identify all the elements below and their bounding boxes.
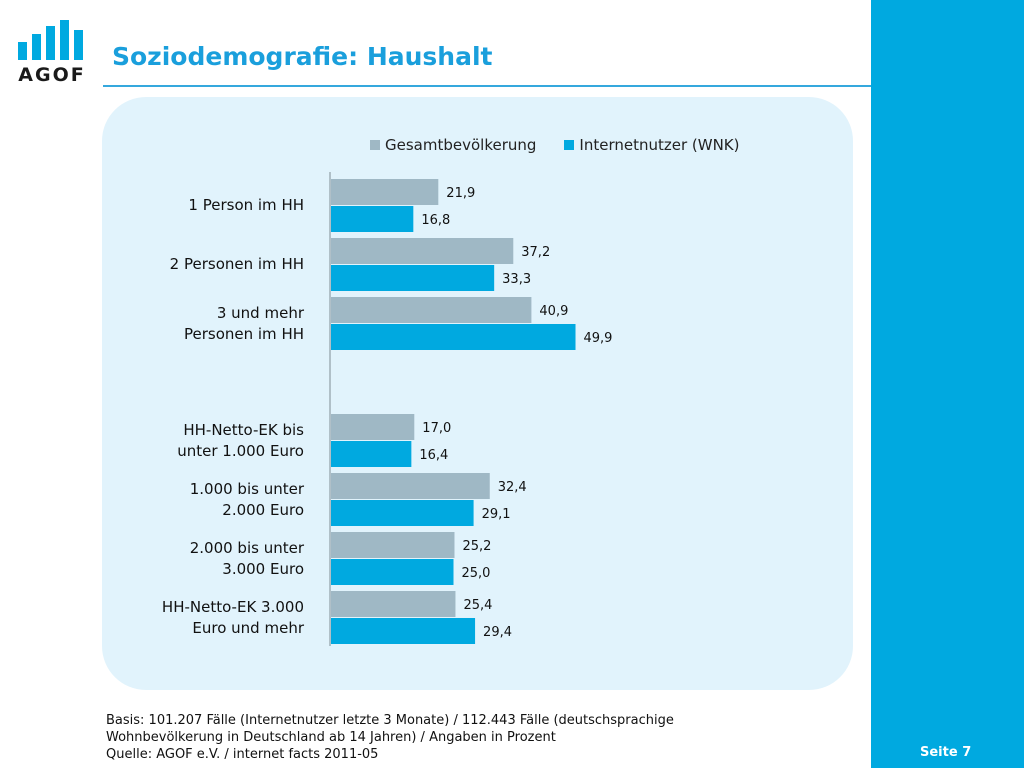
bar-internet-1 <box>331 265 495 291</box>
bar-internet-2 <box>331 324 576 350</box>
bar-gesamt-3 <box>331 414 415 440</box>
bar-internet-6 <box>331 618 476 644</box>
data-label-internet-0: 16,8 <box>421 213 450 228</box>
data-label-gesamt-2: 40,9 <box>539 304 568 319</box>
bar-gesamt-0 <box>331 179 439 205</box>
page-title: Soziodemografie: Haushalt <box>112 42 493 71</box>
bar-gesamt-4 <box>331 473 490 499</box>
bar-chart-logo-icon <box>18 20 83 60</box>
bar-internet-0 <box>331 206 414 232</box>
bar-internet-5 <box>331 559 454 585</box>
footer-line-1: Basis: 101.207 Fälle (Internetnutzer let… <box>106 713 674 728</box>
category-label-line: 2 Personen im HH <box>169 255 304 273</box>
category-label-line: 1.000 bis unter <box>189 479 304 498</box>
category-label-line: HH-Netto-EK bis <box>183 420 304 439</box>
category-label-6: HH-Netto-EK 3.000 Euro und mehr <box>162 597 304 639</box>
data-label-gesamt-6: 25,4 <box>463 598 492 613</box>
right-accent-band <box>871 0 1024 768</box>
data-label-internet-4: 29,1 <box>482 507 511 522</box>
agof-logo: AGOF <box>14 18 90 88</box>
bar-gesamt-2 <box>331 297 532 323</box>
data-label-internet-2: 49,9 <box>584 331 613 346</box>
title-divider <box>103 85 871 87</box>
legend-item-internet: Internetnutzer (WNK) <box>564 136 740 154</box>
legend-label-gesamt: Gesamtbevölkerung <box>385 136 537 154</box>
category-label-line: HH-Netto-EK 3.000 <box>161 597 304 616</box>
logo-text: AGOF <box>18 64 86 86</box>
category-label-1: 2 Personen im HH <box>170 254 304 275</box>
data-label-internet-3: 16,4 <box>419 448 448 463</box>
category-label-line: 2.000 Euro <box>222 500 304 519</box>
footer-note: Basis: 101.207 Fälle (Internetnutzer let… <box>106 712 674 763</box>
category-label-0: 1 Person im HH <box>188 195 304 216</box>
data-label-internet-1: 33,3 <box>502 272 531 287</box>
category-label-line: unter 1.000 Euro <box>177 441 304 460</box>
bar-gesamt-6 <box>331 591 456 617</box>
legend-item-gesamt: Gesamtbevölkerung <box>370 136 536 154</box>
page-number: Seite 7 <box>920 745 972 760</box>
chart-legend: Gesamtbevölkerung Internetnutzer (WNK) <box>370 136 740 154</box>
category-label-line: Personen im HH <box>183 324 304 343</box>
data-label-internet-5: 25,0 <box>462 566 491 581</box>
category-label-3: HH-Netto-EK bis unter 1.000 Euro <box>177 420 304 462</box>
footer-line-2: Wohnbevölkerung in Deutschland ab 14 Jah… <box>106 730 556 745</box>
category-label-2: 3 und mehr Personen im HH <box>184 303 304 345</box>
category-label-4: 1.000 bis unter 2.000 Euro <box>190 479 304 521</box>
chart-panel <box>102 97 853 690</box>
legend-swatch-internet <box>564 140 575 150</box>
bar-internet-4 <box>331 500 474 526</box>
category-label-line: 3.000 Euro <box>222 559 304 578</box>
footer-line-3: Quelle: AGOF e.V. / internet facts 2011-… <box>106 747 379 762</box>
data-label-gesamt-5: 25,2 <box>462 539 491 554</box>
data-label-gesamt-0: 21,9 <box>446 186 475 201</box>
bar-gesamt-1 <box>331 238 514 264</box>
category-label-line: Euro und mehr <box>192 618 304 637</box>
data-label-gesamt-3: 17,0 <box>422 421 451 436</box>
data-label-gesamt-4: 32,4 <box>498 480 527 495</box>
category-label-line: 3 und mehr <box>216 303 304 322</box>
category-label-line: 1 Person im HH <box>188 196 304 214</box>
category-label-line: 2.000 bis unter <box>189 538 304 557</box>
legend-swatch-gesamt <box>370 140 380 150</box>
data-label-internet-6: 29,4 <box>483 625 512 640</box>
bar-internet-3 <box>331 441 412 467</box>
legend-label-internet: Internetnutzer (WNK) <box>579 136 740 154</box>
bar-gesamt-5 <box>331 532 455 558</box>
category-label-5: 2.000 bis unter 3.000 Euro <box>190 538 304 580</box>
data-label-gesamt-1: 37,2 <box>521 245 550 260</box>
